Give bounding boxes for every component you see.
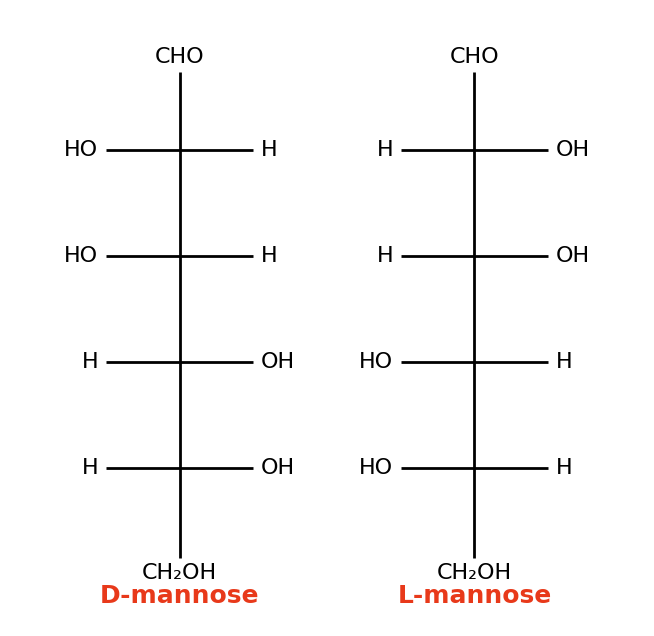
Text: OH: OH — [556, 140, 590, 160]
Text: OH: OH — [261, 457, 295, 478]
Text: CHO: CHO — [155, 47, 205, 67]
Text: L-mannose: L-mannose — [397, 584, 551, 608]
Text: H: H — [556, 352, 572, 371]
Text: HO: HO — [359, 352, 393, 371]
Text: CH₂OH: CH₂OH — [142, 563, 217, 583]
Text: HO: HO — [359, 457, 393, 478]
Text: H: H — [82, 457, 98, 478]
Text: HO: HO — [64, 140, 98, 160]
Text: H: H — [82, 352, 98, 371]
Text: H: H — [261, 140, 277, 160]
Text: D-mannose: D-mannose — [100, 584, 260, 608]
Text: OH: OH — [556, 245, 590, 266]
Text: HO: HO — [64, 245, 98, 266]
Text: CH₂OH: CH₂OH — [437, 563, 512, 583]
Text: OH: OH — [261, 352, 295, 371]
Text: H: H — [556, 457, 572, 478]
Text: H: H — [377, 245, 393, 266]
Text: H: H — [377, 140, 393, 160]
Text: H: H — [261, 245, 277, 266]
Text: CHO: CHO — [449, 47, 499, 67]
